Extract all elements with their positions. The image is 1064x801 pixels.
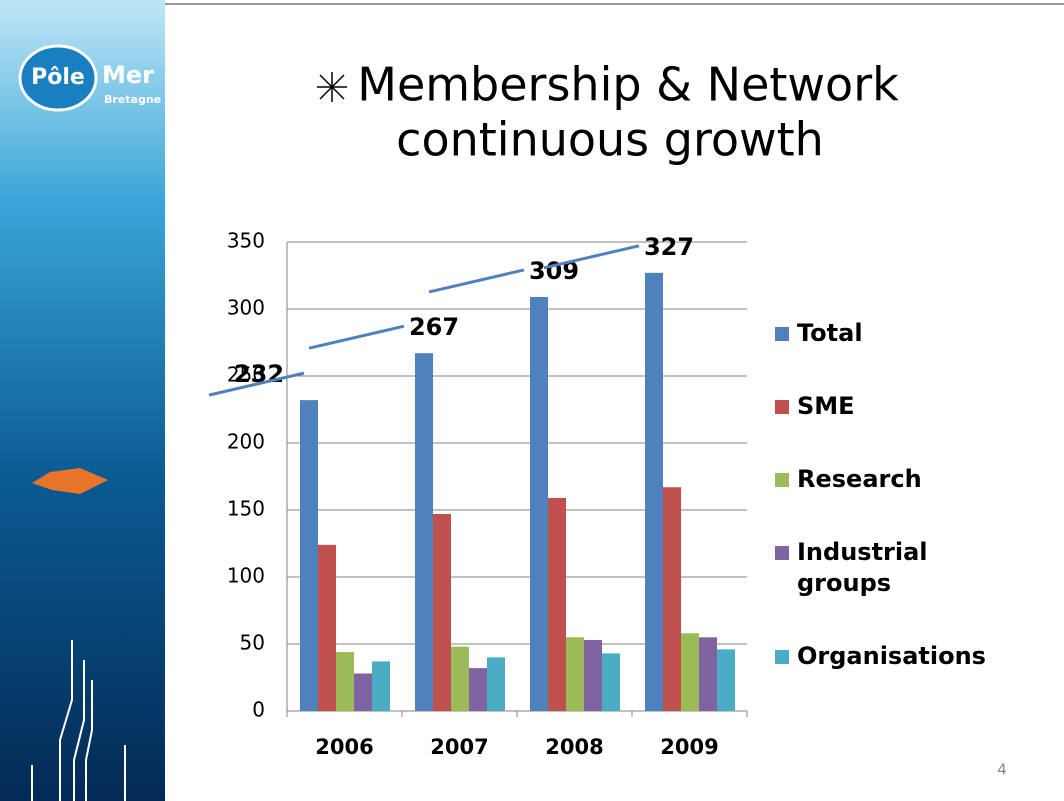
legend-label: Industrial groups	[797, 537, 967, 599]
trend-stroke	[309, 326, 404, 348]
legend-swatch	[775, 473, 789, 487]
logo-text: Bretagne	[104, 93, 161, 106]
bar	[318, 545, 336, 711]
data-label: 327	[644, 233, 694, 261]
bar	[469, 668, 487, 711]
y-tick-label: 50	[240, 631, 265, 655]
bar	[717, 649, 735, 711]
legend-entry: Industrial groups	[775, 537, 1035, 599]
bar	[663, 487, 681, 711]
legend-label: Total	[797, 318, 967, 349]
legend-entry: Research	[775, 464, 1035, 495]
bar	[415, 353, 433, 711]
y-tick-label: 150	[227, 497, 265, 521]
legend-swatch	[775, 327, 789, 341]
legend: Total SME Research Industrial groups Organis…	[775, 318, 1035, 714]
bar	[433, 514, 451, 711]
slide-title: continuous growth	[396, 113, 824, 167]
bar	[372, 661, 390, 711]
x-tick-label: 2008	[545, 735, 603, 759]
page-number: 4	[997, 761, 1007, 779]
legend-label: Research	[797, 464, 967, 495]
legend-entry: Total	[775, 318, 1035, 349]
data-label: 267	[409, 313, 459, 341]
logo-text: Mer	[102, 61, 154, 89]
bar	[699, 637, 717, 711]
bar	[548, 498, 566, 711]
y-tick-label: 200	[227, 430, 265, 454]
legend-swatch	[775, 650, 789, 664]
y-tick-label: 0	[252, 698, 265, 722]
bar	[487, 657, 505, 711]
x-tick-label: 2007	[430, 735, 488, 759]
bar	[336, 652, 354, 711]
legend-swatch	[775, 546, 789, 560]
slide-title: Membership & Network	[357, 58, 899, 112]
legend-label: SME	[797, 391, 967, 422]
title-bullet	[317, 72, 347, 102]
x-tick-label: 2009	[660, 735, 718, 759]
bar	[530, 297, 548, 711]
legend-entry: Organisations	[775, 641, 1035, 672]
bar	[584, 640, 602, 711]
y-tick-label: 350	[227, 229, 265, 253]
bar	[602, 653, 620, 711]
x-tick-label: 2006	[315, 735, 373, 759]
bar	[645, 273, 663, 711]
bar	[300, 400, 318, 711]
legend-swatch	[775, 400, 789, 414]
trend-stroke	[429, 270, 524, 292]
bar	[566, 637, 584, 711]
legend-entry: SME	[775, 391, 1035, 422]
slide: Pôle Mer Bretagne Membership & Network c…	[0, 0, 1064, 801]
bar	[681, 633, 699, 711]
logo-text: Pôle	[31, 65, 85, 90]
y-tick-label: 300	[227, 296, 265, 320]
legend-label: Organisations	[797, 641, 967, 672]
bar	[451, 647, 469, 711]
bar	[354, 673, 372, 711]
y-tick-label: 100	[227, 564, 265, 588]
side-panel	[0, 0, 165, 801]
